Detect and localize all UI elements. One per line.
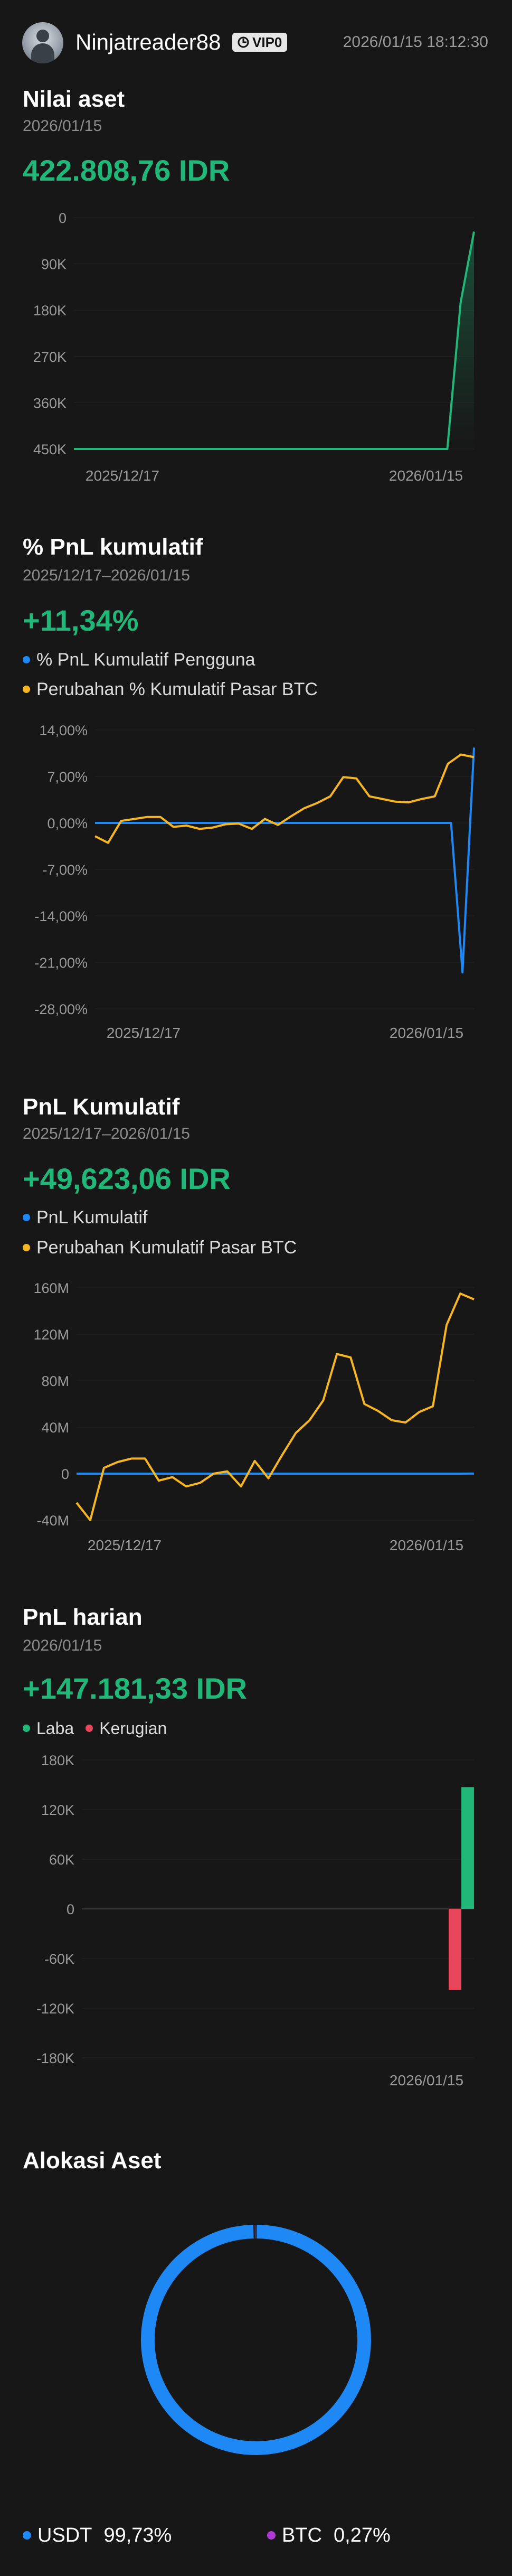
- vip-badge-icon: [238, 36, 249, 48]
- pnl-cum-value: +49,623,06 IDR: [23, 1162, 231, 1195]
- pnl-pct-y-tick: -14,00%: [34, 908, 88, 924]
- asset-value-y-tick: 0: [59, 210, 67, 226]
- pnl-pct-x-tick: 2026/01/15: [390, 1025, 463, 1041]
- pnl-daily-y-tick: 0: [67, 1901, 74, 1917]
- asset-value-x-tick: 2025/12/17: [86, 467, 159, 484]
- pnl-pct-y-tick: 14,00%: [39, 723, 88, 738]
- pnl-daily-value: +147.181,33 IDR: [23, 1672, 247, 1705]
- vip-badge: VIP0: [232, 33, 288, 52]
- pnl-pct-value: +11,34%: [23, 604, 139, 637]
- pnl-pct-y-tick: 7,00%: [47, 769, 88, 785]
- pnl-pct-y-tick: -28,00%: [34, 1001, 88, 1017]
- pnl-daily-y-tick: -180K: [36, 2050, 74, 2066]
- allocation-slice-usdt: [141, 2225, 371, 2455]
- pnl-pct-chart: 14,00% 7,00% 0,00% -7,00% -14,00% -21,00% -28,…: [34, 723, 475, 1041]
- pnl-daily-date: 2026/01/15: [23, 1637, 102, 1654]
- timestamp: 2026/01/15 18:12:30: [343, 33, 488, 51]
- pnl-cum-series-line-1: [75, 1292, 475, 1521]
- pnl-daily-bar-1: [461, 1787, 474, 1909]
- pnl-daily-y-tick: -60K: [44, 1951, 74, 1967]
- allocation-usdt[interactable]: USDT 99,73%: [23, 2522, 172, 2549]
- pnl-cum-chart: 160M 120M 80M 40M 0 -40M 2025/12/17 2026/01/15: [33, 1280, 475, 1553]
- pnl-daily-legend: Laba Kerugian: [23, 1717, 167, 1740]
- legend-loss: Kerugian: [86, 1717, 167, 1740]
- pnl-pct-series-line-0: [95, 747, 475, 973]
- asset-value-area-fill: [74, 231, 474, 449]
- allocation-donut: [141, 2225, 371, 2455]
- allocation-title: Alokasi Aset: [23, 2148, 162, 2174]
- pnl-pct-title: % PnL kumulatif: [23, 534, 203, 560]
- allocation-btc[interactable]: BTC 0,27%: [267, 2522, 391, 2549]
- asset-value-y-tick: 270K: [33, 349, 67, 365]
- pnl-pct-series-line-1: [94, 753, 475, 844]
- pnl-pct-x-tick: 2025/12/17: [107, 1025, 181, 1041]
- asset-value-chart: 0 90K 180K 270K 360K 450K 2025/12/17 2026/01/15: [33, 210, 475, 484]
- pnl-cum-x-tick: 2025/12/17: [88, 1537, 162, 1553]
- pnl-cum-y-tick: 40M: [41, 1420, 69, 1436]
- asset-value-y-tick: 180K: [33, 303, 67, 319]
- legend-user-pnl-pct: % PnL Kumulatif Pengguna: [23, 648, 255, 671]
- asset-value-y-tick: 450K: [33, 442, 67, 457]
- pnl-cum-y-tick: 0: [61, 1466, 69, 1482]
- asset-value-title: Nilai aset: [23, 86, 125, 112]
- pnl-daily-bar-0: [449, 1909, 461, 1990]
- pnl-cum-title: PnL Kumulatif: [23, 1094, 180, 1120]
- pnl-pct-y-tick: -21,00%: [34, 955, 88, 971]
- legend-btc-cum: Perubahan Kumulatif Pasar BTC: [23, 1236, 297, 1259]
- pnl-cum-y-tick: 160M: [33, 1280, 69, 1296]
- username: Ninjatreader88: [75, 30, 221, 54]
- asset-value-date: 2026/01/15: [23, 117, 102, 135]
- pnl-pct-date-range: 2025/12/17–2026/01/15: [23, 567, 190, 584]
- pnl-cum-y-tick: -40M: [36, 1513, 69, 1529]
- pnl-daily-y-tick: -120K: [36, 2001, 74, 2017]
- pnl-cum-x-tick: 2026/01/15: [390, 1537, 463, 1553]
- pnl-daily-y-tick: 120K: [41, 1802, 74, 1818]
- pnl-pct-y-tick: 0,00%: [47, 816, 88, 831]
- pnl-daily-y-tick: 180K: [41, 1753, 74, 1768]
- asset-value-x-tick: 2026/01/15: [389, 467, 463, 484]
- pnl-cum-y-tick: 120M: [33, 1327, 69, 1343]
- asset-value-amount: 422.808,76 IDR: [23, 154, 230, 187]
- pnl-daily-y-tick: 60K: [49, 1852, 74, 1868]
- pnl-cum-y-tick: 80M: [41, 1373, 69, 1389]
- pnl-pct-y-tick: -7,00%: [42, 862, 88, 878]
- pnl-daily-chart: 180K 120K 60K 0 -60K -120K -180K 2026/01/15: [36, 1753, 474, 2088]
- asset-value-y-tick: 90K: [41, 257, 67, 273]
- legend-profit: Laba: [23, 1717, 74, 1740]
- legend-user-pnl-cum: PnL Kumulatif: [23, 1206, 147, 1229]
- pnl-daily-x-tick: 2026/01/15: [390, 2072, 463, 2088]
- pnl-cum-date-range: 2025/12/17–2026/01/15: [23, 1125, 190, 1142]
- legend-btc-pct: Perubahan % Kumulatif Pasar BTC: [23, 678, 318, 701]
- asset-value-y-tick: 360K: [33, 395, 67, 411]
- pnl-daily-title: PnL harian: [23, 1604, 143, 1630]
- vip-label: VIP0: [252, 34, 282, 50]
- asset-value-series-line-0: [74, 231, 475, 450]
- avatar[interactable]: [22, 22, 63, 63]
